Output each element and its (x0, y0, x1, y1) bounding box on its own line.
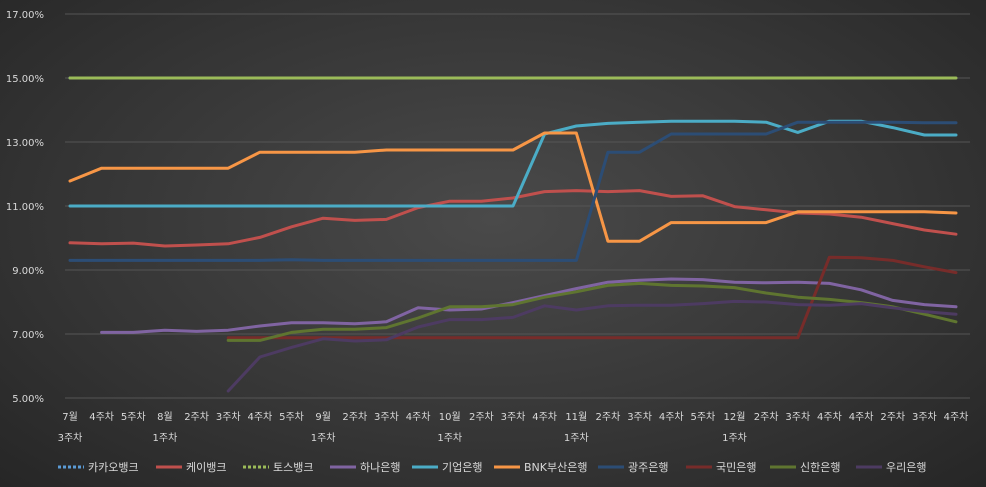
legend-label: 우리은행 (886, 461, 926, 474)
x-tick-label: 3주차 (58, 432, 83, 444)
legend: 카카오뱅크 케이뱅크 토스뱅크 하나은행 기업은행 BNK부산은행 광주은행 국민은행 신한은행… (58, 460, 926, 474)
series-line (68, 120, 958, 262)
legend-label: 토스뱅크 (273, 461, 313, 474)
x-tick-label: 4주차 (532, 411, 557, 423)
x-tick-label: 3주차 (501, 411, 526, 423)
series-lines (68, 76, 958, 393)
x-tick-label: 4주차 (817, 411, 842, 423)
x-tick-label: 4주차 (849, 411, 874, 423)
x-tick-label: 2주차 (880, 411, 905, 423)
legend-label: 국민은행 (716, 461, 756, 474)
y-tick-label: 15.00% (6, 74, 44, 85)
x-tick-label: 2주차 (596, 411, 621, 423)
x-axis-ticks: 7월 3주차 4주차 5주차 8월 1주차 2주차 3주차 4주차 5주차 9월 1주차 2주차 3주차 4… (58, 411, 969, 444)
series-line (100, 277, 958, 334)
x-tick-label: 2주차 (469, 411, 494, 423)
x-tick-label: 1주차 (153, 432, 178, 444)
x-tick-label: 7월 (62, 411, 78, 423)
series-line (68, 119, 958, 208)
x-tick-label: 2주차 (184, 411, 209, 423)
x-tick-label: 2주차 (342, 411, 367, 423)
legend-label: 광주은행 (628, 461, 668, 474)
y-tick-label: 11.00% (6, 202, 44, 213)
x-tick-label: 4주차 (89, 411, 114, 423)
x-tick-label: 10월 (439, 411, 461, 423)
x-tick-label: 3주차 (627, 411, 652, 423)
x-tick-label: 4주차 (406, 411, 431, 423)
x-tick-label: 1주차 (311, 432, 336, 444)
legend-label: 기업은행 (442, 461, 482, 474)
x-tick-label: 3주차 (912, 411, 937, 423)
x-tick-label: 5주차 (121, 411, 146, 423)
y-tick-label: 13.00% (6, 138, 44, 149)
x-tick-label: 3주차 (216, 411, 241, 423)
legend-label: 하나은행 (360, 460, 400, 474)
x-tick-label: 1주차 (437, 432, 462, 444)
series-line (226, 255, 958, 340)
x-tick-label: 1주차 (564, 432, 589, 444)
series-line (226, 281, 958, 342)
series-line (68, 189, 958, 248)
legend-label: 카카오뱅크 (88, 461, 139, 474)
x-tick-label: 4주차 (944, 411, 969, 423)
x-tick-label: 8월 (157, 411, 173, 423)
y-tick-label: 9.00% (12, 266, 44, 277)
y-axis-ticks: 5.00% 7.00% 9.00% 11.00% 13.00% 15.00% 17.00% (6, 10, 44, 405)
legend-label: BNK부산은행 (524, 461, 587, 474)
x-tick-label: 1주차 (722, 432, 747, 444)
x-tick-label: 5주차 (279, 411, 304, 423)
x-tick-label: 9월 (315, 411, 331, 423)
x-tick-label: 3주차 (374, 411, 399, 423)
legend-label: 신한은행 (800, 461, 840, 474)
x-tick-label: 2주차 (754, 411, 779, 423)
x-tick-label: 4주차 (659, 411, 684, 423)
x-tick-label: 4주차 (247, 411, 272, 423)
x-tick-label: 12월 (724, 411, 746, 423)
x-tick-label: 5주차 (690, 411, 715, 423)
x-tick-label: 3주차 (785, 411, 810, 423)
series-line (68, 131, 958, 243)
y-tick-label: 17.00% (6, 10, 44, 21)
series-line (226, 299, 958, 393)
y-tick-label: 7.00% (12, 330, 44, 341)
y-tick-label: 5.00% (12, 394, 44, 405)
x-tick-label: 11월 (565, 411, 587, 423)
legend-label: 케이뱅크 (186, 461, 226, 474)
